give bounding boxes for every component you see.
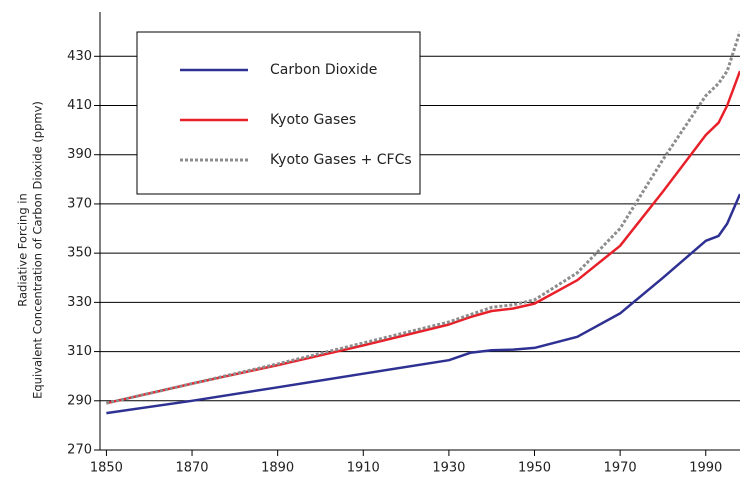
y-tick-label: 410 bbox=[67, 98, 92, 113]
series-line bbox=[106, 70, 740, 405]
x-tick-label: 1870 bbox=[175, 461, 208, 476]
y-tick-label: 310 bbox=[67, 344, 92, 359]
x-tick-label: 1930 bbox=[432, 461, 465, 476]
y-tick-label: 330 bbox=[67, 295, 92, 310]
y-axis-label: Radiative Forcing in bbox=[16, 193, 30, 307]
y-tick-label: 370 bbox=[67, 196, 92, 211]
x-tick-label: 1910 bbox=[347, 461, 380, 476]
x-tick-label: 1850 bbox=[90, 461, 123, 476]
series-line bbox=[106, 193, 740, 415]
legend-label: Carbon Dioxide bbox=[270, 62, 377, 78]
legend-box bbox=[136, 31, 421, 195]
x-tick-label: 1950 bbox=[518, 461, 551, 476]
legend-label: Kyoto Gases bbox=[270, 112, 356, 128]
legend-label: Kyoto Gases + CFCs bbox=[270, 152, 412, 168]
y-tick-label: 290 bbox=[67, 393, 92, 408]
y-tick-label: 390 bbox=[67, 147, 92, 162]
y-tick-label: 270 bbox=[67, 443, 92, 458]
x-tick-label: 1890 bbox=[261, 461, 294, 476]
y-tick-label: 350 bbox=[67, 246, 92, 261]
x-tick-label: 1970 bbox=[604, 461, 637, 476]
y-tick-label: 430 bbox=[67, 49, 92, 64]
x-tick-label: 1990 bbox=[689, 461, 722, 476]
y-axis-label: Equivalent Concentration of Carbon Dioxi… bbox=[31, 101, 45, 399]
